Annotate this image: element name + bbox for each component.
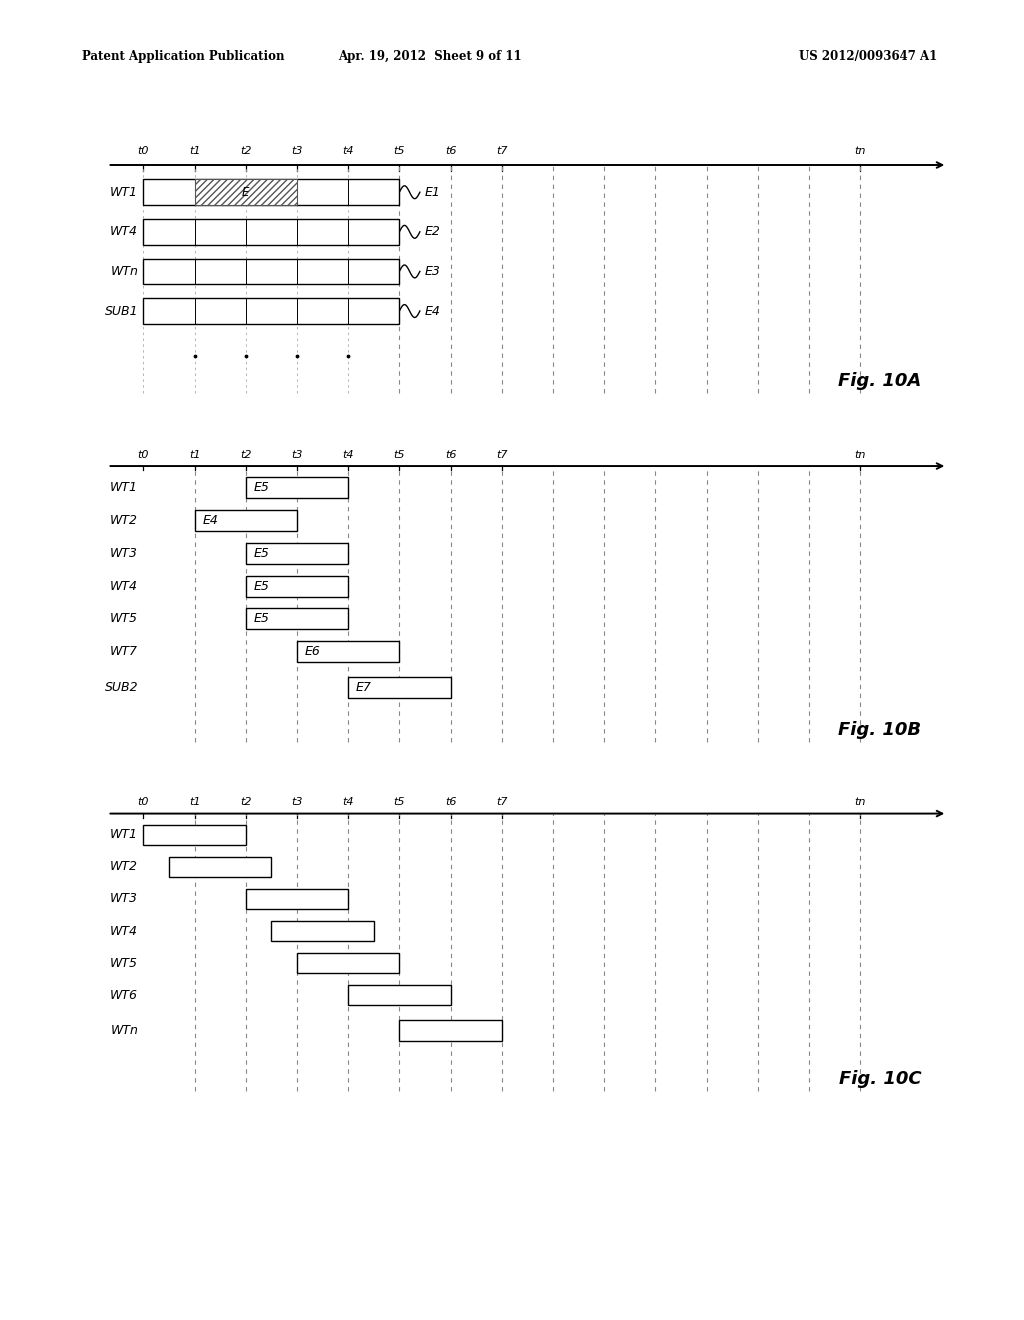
Text: t2: t2 (240, 147, 252, 156)
Text: t2: t2 (240, 450, 252, 459)
Text: t5: t5 (393, 797, 406, 807)
Text: tn: tn (854, 147, 866, 156)
Text: WTn: WTn (111, 1024, 138, 1038)
Text: E: E (242, 186, 250, 199)
Text: t0: t0 (137, 450, 150, 459)
Bar (143, 259, 399, 284)
Bar (246, 576, 348, 597)
Text: WT4: WT4 (111, 924, 138, 937)
Text: t1: t1 (188, 797, 201, 807)
Text: E5: E5 (254, 579, 269, 593)
Text: E2: E2 (425, 226, 441, 239)
Text: t6: t6 (444, 147, 457, 156)
Text: t4: t4 (342, 147, 354, 156)
Text: t7: t7 (496, 797, 508, 807)
Text: t3: t3 (291, 450, 303, 459)
Bar (399, 1020, 502, 1041)
Text: WT3: WT3 (111, 892, 138, 906)
Text: tn: tn (854, 797, 866, 807)
Text: Patent Application Publication: Patent Application Publication (82, 50, 285, 63)
Bar (195, 180, 297, 205)
Text: WT6: WT6 (111, 989, 138, 1002)
Bar (246, 543, 348, 564)
Text: t1: t1 (188, 450, 201, 459)
Bar (246, 888, 348, 909)
Text: Fig. 10C: Fig. 10C (839, 1069, 922, 1088)
Text: t4: t4 (342, 450, 354, 459)
Text: E4: E4 (203, 513, 218, 527)
Bar (143, 219, 399, 244)
Text: WT1: WT1 (111, 829, 138, 841)
Text: t6: t6 (444, 797, 457, 807)
Bar (143, 180, 399, 205)
Text: t7: t7 (496, 147, 508, 156)
Bar (195, 510, 297, 531)
Text: t2: t2 (240, 797, 252, 807)
Text: E3: E3 (425, 265, 441, 279)
Text: t0: t0 (137, 797, 150, 807)
Text: t3: t3 (291, 147, 303, 156)
Text: Fig. 10A: Fig. 10A (839, 372, 922, 391)
Text: WT2: WT2 (111, 861, 138, 874)
Text: WT5: WT5 (111, 612, 138, 626)
Text: WT3: WT3 (111, 546, 138, 560)
Text: E5: E5 (254, 612, 269, 626)
Text: E7: E7 (356, 681, 372, 694)
Bar (271, 920, 374, 941)
Bar (143, 825, 246, 845)
Text: SUB1: SUB1 (104, 305, 138, 318)
Text: t5: t5 (393, 450, 406, 459)
Bar (246, 478, 348, 499)
Text: WT4: WT4 (111, 579, 138, 593)
Text: E6: E6 (305, 645, 321, 659)
Text: t0: t0 (137, 147, 150, 156)
Text: Apr. 19, 2012  Sheet 9 of 11: Apr. 19, 2012 Sheet 9 of 11 (338, 50, 522, 63)
Text: WTn: WTn (111, 265, 138, 279)
Text: WT2: WT2 (111, 513, 138, 527)
Text: Fig. 10B: Fig. 10B (839, 721, 922, 739)
Bar (297, 642, 399, 663)
Text: US 2012/0093647 A1: US 2012/0093647 A1 (799, 50, 937, 63)
Text: E5: E5 (254, 482, 269, 495)
Text: t4: t4 (342, 797, 354, 807)
Text: E5: E5 (254, 546, 269, 560)
Text: tn: tn (854, 450, 866, 459)
Bar (143, 298, 399, 323)
Text: t3: t3 (291, 797, 303, 807)
Text: WT5: WT5 (111, 957, 138, 969)
Text: WT4: WT4 (111, 226, 138, 239)
Bar (348, 677, 451, 698)
Bar (348, 985, 451, 1006)
Bar (169, 857, 271, 878)
Text: t1: t1 (188, 147, 201, 156)
Text: t6: t6 (444, 450, 457, 459)
Text: WT1: WT1 (111, 482, 138, 495)
Text: WT7: WT7 (111, 645, 138, 659)
Bar (297, 953, 399, 973)
Text: t5: t5 (393, 147, 406, 156)
Text: t7: t7 (496, 450, 508, 459)
Text: E1: E1 (425, 186, 441, 199)
Text: SUB2: SUB2 (104, 681, 138, 694)
Text: E4: E4 (425, 305, 441, 318)
Bar (246, 609, 348, 630)
Text: WT1: WT1 (111, 186, 138, 199)
